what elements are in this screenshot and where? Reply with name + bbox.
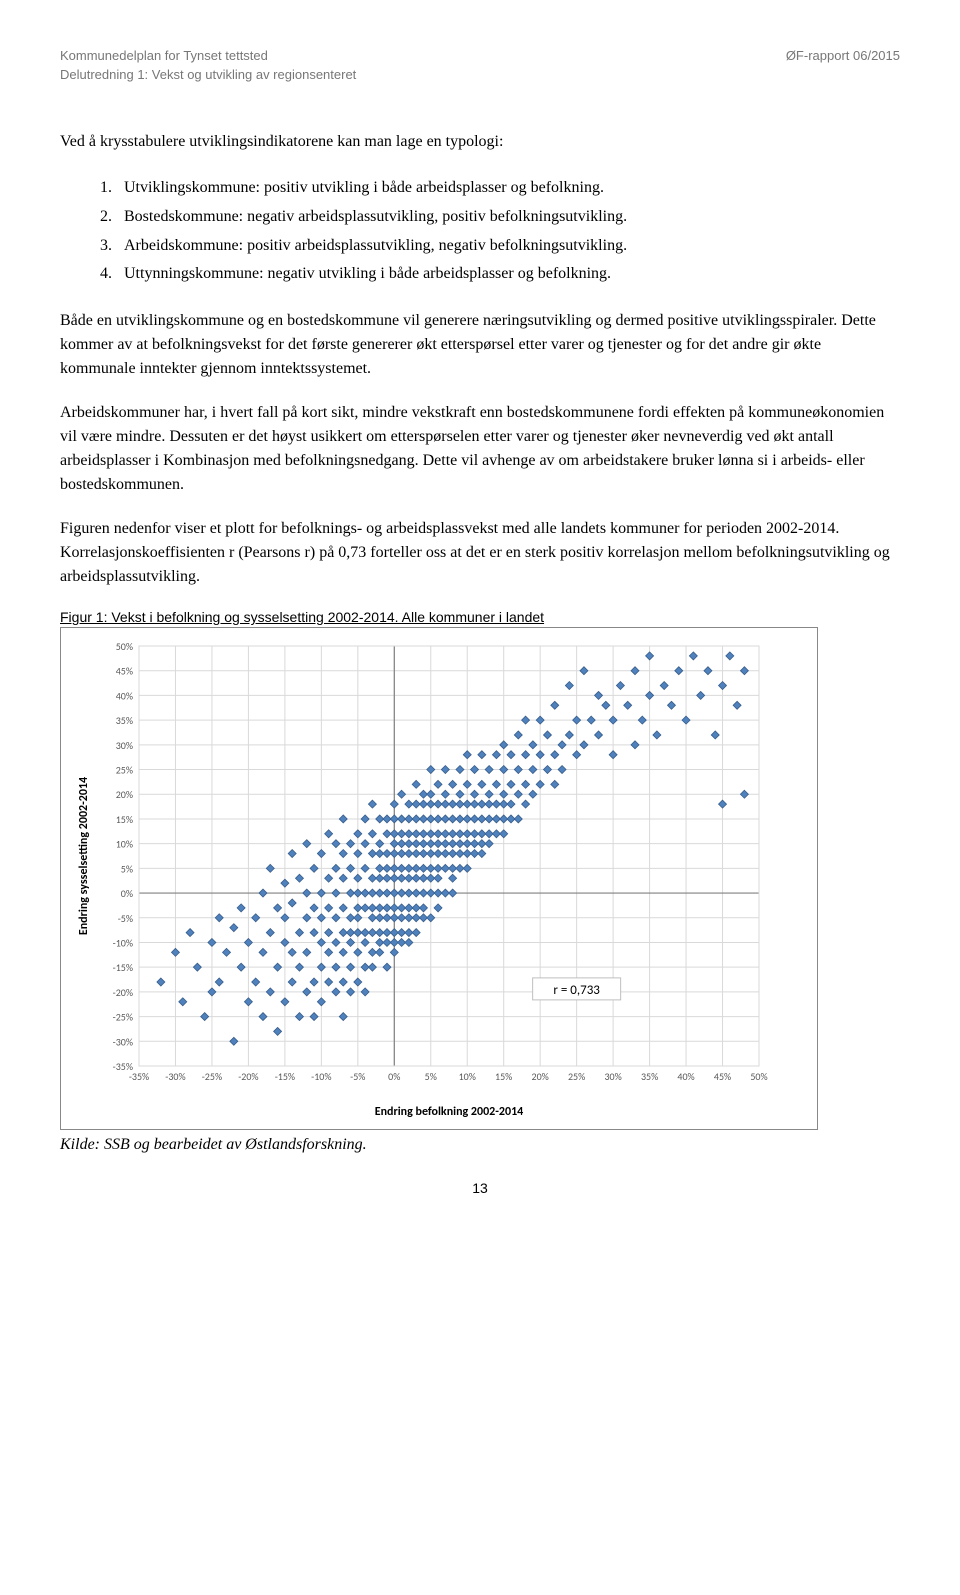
- svg-text:40%: 40%: [116, 690, 133, 703]
- svg-text:-10%: -10%: [113, 937, 133, 950]
- svg-text:50%: 50%: [750, 1070, 767, 1083]
- svg-text:-15%: -15%: [113, 961, 133, 974]
- svg-text:15%: 15%: [116, 813, 133, 826]
- svg-text:20%: 20%: [532, 1070, 549, 1083]
- svg-text:0%: 0%: [121, 887, 133, 900]
- svg-text:10%: 10%: [116, 838, 133, 851]
- svg-text:5%: 5%: [425, 1070, 437, 1083]
- svg-text:25%: 25%: [568, 1070, 585, 1083]
- svg-text:35%: 35%: [641, 1070, 658, 1083]
- header-left-1: Kommunedelplan for Tynset tettsted: [60, 48, 268, 63]
- svg-text:40%: 40%: [677, 1070, 694, 1083]
- svg-text:5%: 5%: [121, 863, 133, 876]
- svg-text:-25%: -25%: [202, 1070, 222, 1083]
- svg-text:30%: 30%: [116, 739, 133, 752]
- paragraph-2: Både en utviklingskommune og en bostedsk…: [60, 309, 900, 381]
- page-number: 13: [60, 1180, 900, 1196]
- svg-text:r = 0,733: r = 0,733: [553, 983, 600, 998]
- scatter-svg: -35% -30% -25% -20% -15% -10% -5% 0% 5% 10% 15% 20%…: [69, 636, 769, 1121]
- svg-text:15%: 15%: [495, 1070, 512, 1083]
- svg-text:25%: 25%: [116, 764, 133, 777]
- svg-text:35%: 35%: [116, 714, 133, 727]
- svg-text:-10%: -10%: [311, 1070, 331, 1083]
- svg-text:50%: 50%: [116, 640, 133, 653]
- svg-text:-35%: -35%: [113, 1060, 133, 1073]
- svg-text:-20%: -20%: [113, 986, 133, 999]
- svg-text:-15%: -15%: [275, 1070, 295, 1083]
- list-item: Bostedskommune: negativ arbeidsplassutvi…: [116, 203, 900, 232]
- list-item: Arbeidskommune: positiv arbeidsplassutvi…: [116, 232, 900, 261]
- intro-paragraph: Ved å krysstabulere utviklingsindikatore…: [60, 130, 900, 154]
- svg-text:-30%: -30%: [165, 1070, 185, 1083]
- source-line: Kilde: SSB og bearbeidet av Østlandsfors…: [60, 1136, 900, 1154]
- list-item: Utviklingskommune: positiv utvikling i b…: [116, 174, 900, 203]
- figure-caption: Figur 1: Vekst i befolkning og sysselset…: [60, 609, 900, 625]
- svg-text:-30%: -30%: [113, 1035, 133, 1048]
- typology-list: Utviklingskommune: positiv utvikling i b…: [60, 174, 900, 289]
- list-item: Uttynningskommune: negativ utvikling i b…: [116, 260, 900, 289]
- svg-text:45%: 45%: [714, 1070, 731, 1083]
- svg-text:-20%: -20%: [238, 1070, 258, 1083]
- svg-text:20%: 20%: [116, 788, 133, 801]
- svg-text:Endring befolkning 2002-2014: Endring befolkning 2002-2014: [375, 1105, 524, 1119]
- svg-text:30%: 30%: [604, 1070, 621, 1083]
- svg-text:Endring sysselsetting 2002-201: Endring sysselsetting 2002-2014: [77, 777, 91, 935]
- svg-text:0%: 0%: [388, 1070, 400, 1083]
- svg-text:45%: 45%: [116, 665, 133, 678]
- paragraph-3: Arbeidskommuner har, i hvert fall på kor…: [60, 401, 900, 497]
- svg-text:-5%: -5%: [350, 1070, 365, 1083]
- svg-text:-25%: -25%: [113, 1011, 133, 1024]
- header-left-2: Delutredning 1: Vekst og utvikling av re…: [60, 67, 900, 82]
- paragraph-4: Figuren nedenfor viser et plott for befo…: [60, 517, 900, 589]
- scatter-chart: -35% -30% -25% -20% -15% -10% -5% 0% 5% 10% 15% 20%…: [60, 627, 818, 1130]
- header-right: ØF-rapport 06/2015: [786, 48, 900, 63]
- svg-text:-5%: -5%: [118, 912, 133, 925]
- svg-text:10%: 10%: [459, 1070, 476, 1083]
